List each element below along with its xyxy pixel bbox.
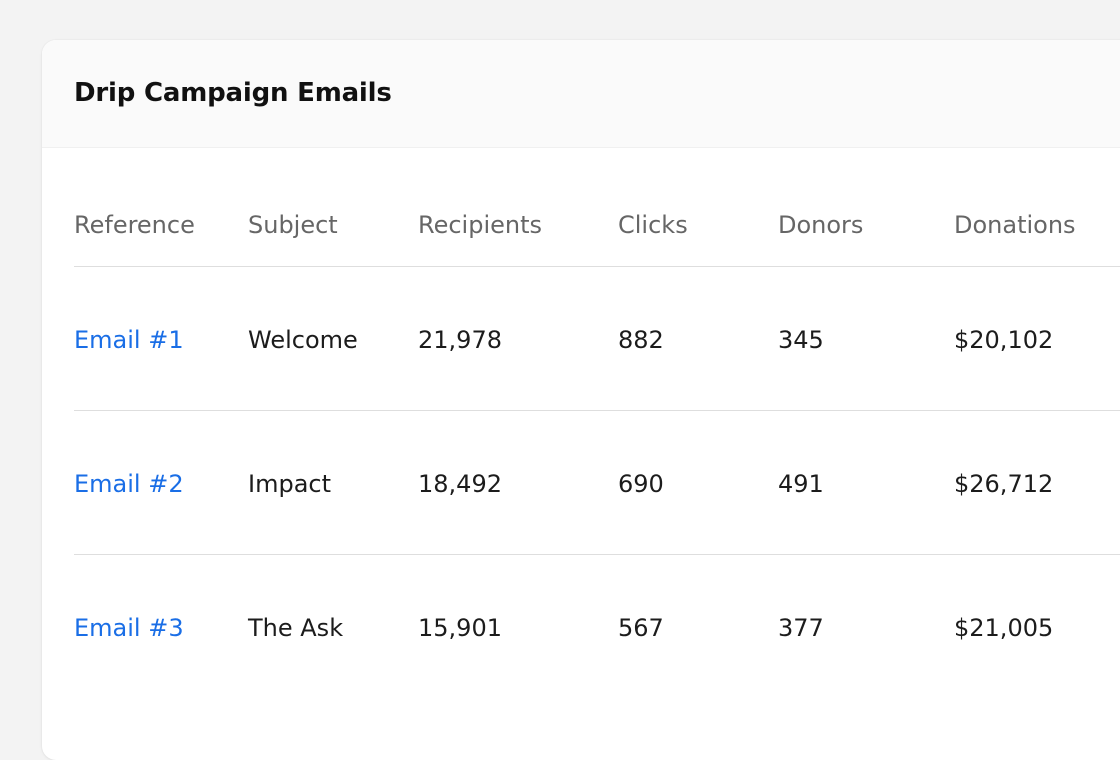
subject-cell: The Ask xyxy=(248,614,344,642)
recipients-cell: 21,978 xyxy=(418,326,502,354)
table-header-row: Reference Subject Recipients Clicks Dono… xyxy=(74,188,1120,267)
subject-cell: Impact xyxy=(248,470,332,498)
table-row: Email #3 The Ask 15,901 567 377 $21,005 xyxy=(74,555,1120,699)
column-header-donors[interactable]: Donors xyxy=(778,211,864,239)
table-row: Email #1 Welcome 21,978 882 345 $20,102 xyxy=(74,267,1120,411)
campaign-card: Drip Campaign Emails Reference Subject R… xyxy=(42,40,1120,760)
email-reference-link[interactable]: Email #3 xyxy=(74,614,184,642)
clicks-cell: 690 xyxy=(618,470,664,498)
campaign-table: Reference Subject Recipients Clicks Dono… xyxy=(74,188,1120,699)
email-reference-link[interactable]: Email #2 xyxy=(74,470,184,498)
column-header-clicks[interactable]: Clicks xyxy=(618,211,688,239)
donations-cell: $26,712 xyxy=(954,470,1054,498)
table-row: Email #2 Impact 18,492 690 491 $26,712 xyxy=(74,411,1120,555)
subject-cell: Welcome xyxy=(248,326,358,354)
column-header-recipients[interactable]: Recipients xyxy=(418,211,543,239)
card-header: Drip Campaign Emails xyxy=(42,40,1120,148)
donors-cell: 377 xyxy=(778,614,824,642)
email-reference-link[interactable]: Email #1 xyxy=(74,326,184,354)
card-title: Drip Campaign Emails xyxy=(74,78,392,108)
clicks-cell: 567 xyxy=(618,614,664,642)
column-header-subject[interactable]: Subject xyxy=(248,211,338,239)
donors-cell: 491 xyxy=(778,470,824,498)
donations-cell: $21,005 xyxy=(954,614,1054,642)
column-header-reference[interactable]: Reference xyxy=(74,211,195,239)
clicks-cell: 882 xyxy=(618,326,664,354)
donations-cell: $20,102 xyxy=(954,326,1054,354)
donors-cell: 345 xyxy=(778,326,824,354)
column-header-donations[interactable]: Donations xyxy=(954,211,1076,239)
recipients-cell: 15,901 xyxy=(418,614,502,642)
recipients-cell: 18,492 xyxy=(418,470,502,498)
